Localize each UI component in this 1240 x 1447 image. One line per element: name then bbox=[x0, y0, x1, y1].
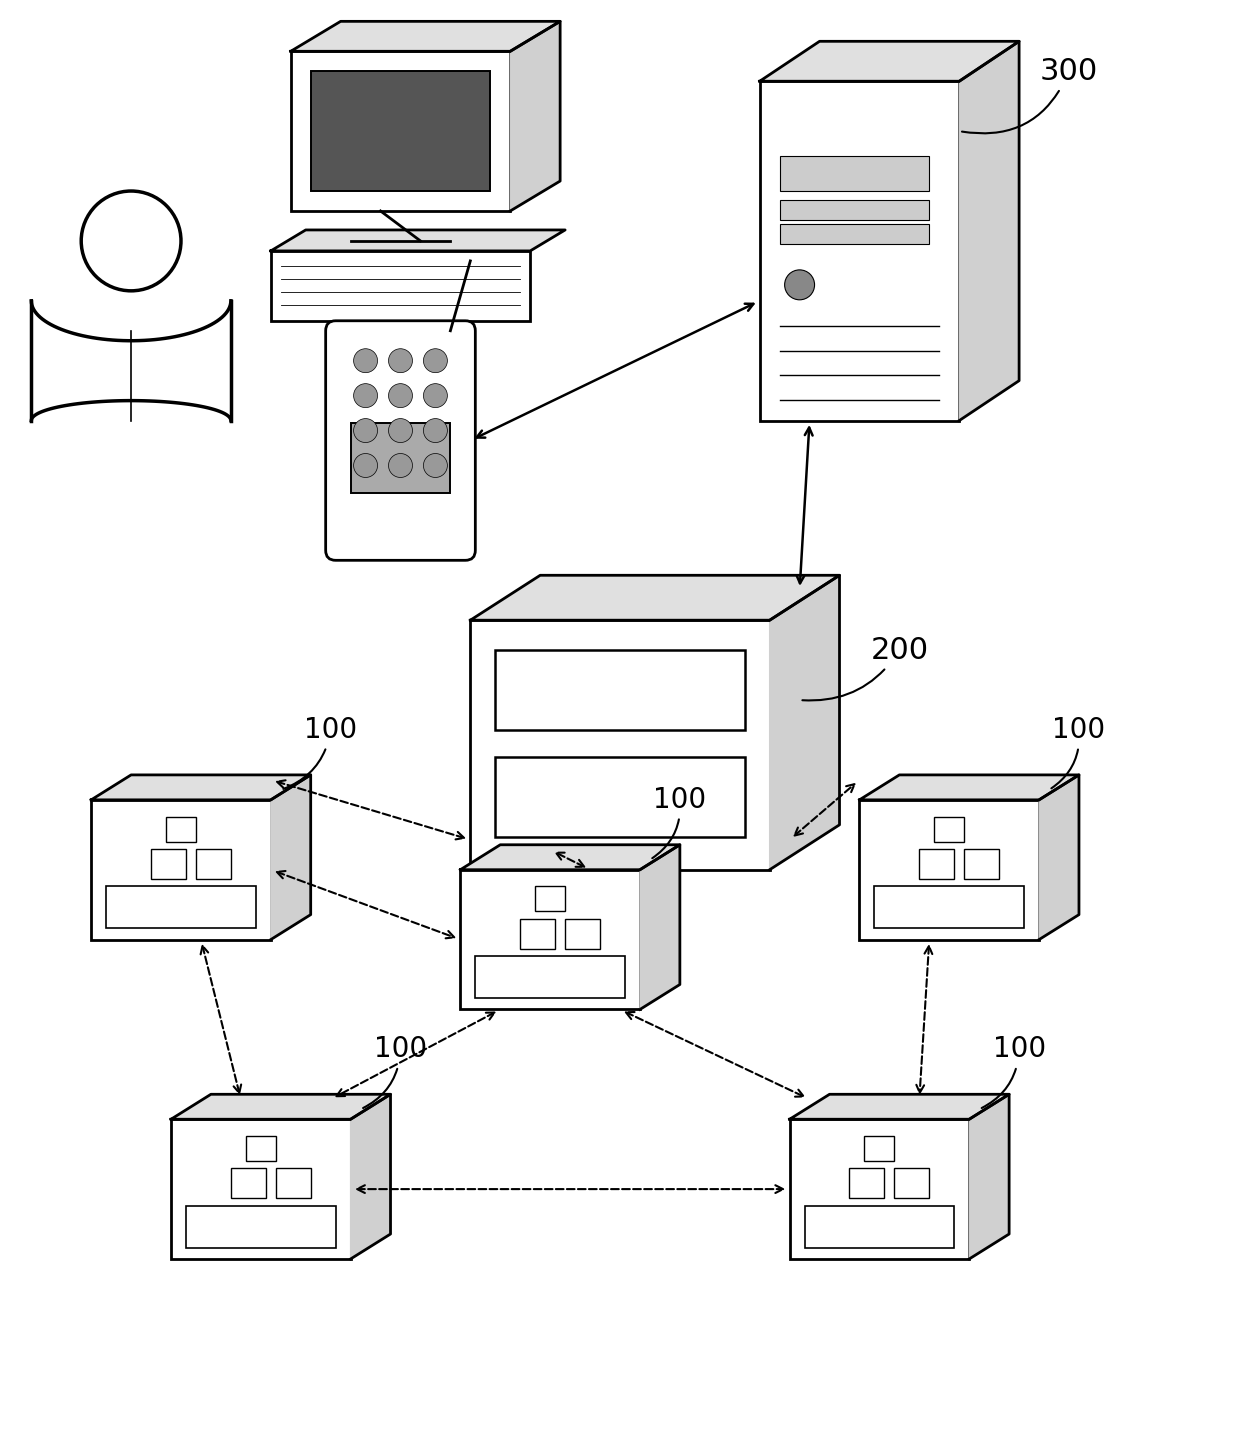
Bar bbox=[470, 621, 770, 870]
Circle shape bbox=[388, 349, 413, 373]
Bar bbox=[965, 849, 999, 878]
Bar bbox=[919, 849, 955, 878]
Circle shape bbox=[353, 383, 377, 408]
Bar bbox=[151, 849, 186, 878]
Circle shape bbox=[388, 418, 413, 443]
Text: 300: 300 bbox=[962, 56, 1099, 133]
Polygon shape bbox=[270, 776, 311, 939]
Bar bbox=[859, 800, 1039, 939]
Bar bbox=[536, 887, 565, 912]
Polygon shape bbox=[460, 845, 680, 870]
Bar bbox=[760, 81, 960, 421]
Bar bbox=[246, 1136, 275, 1160]
Polygon shape bbox=[790, 1094, 1009, 1119]
Bar bbox=[894, 1168, 929, 1198]
Polygon shape bbox=[351, 1094, 391, 1259]
Polygon shape bbox=[171, 1094, 391, 1119]
Bar bbox=[790, 1119, 970, 1259]
Polygon shape bbox=[510, 22, 560, 211]
Bar bbox=[934, 816, 965, 842]
Bar bbox=[290, 51, 510, 211]
Polygon shape bbox=[970, 1094, 1009, 1259]
Bar bbox=[521, 919, 556, 949]
Bar bbox=[495, 757, 745, 838]
Bar bbox=[460, 870, 640, 1010]
Circle shape bbox=[423, 453, 448, 478]
Bar bbox=[275, 1168, 311, 1198]
Circle shape bbox=[353, 418, 377, 443]
Bar bbox=[874, 887, 1024, 929]
Polygon shape bbox=[640, 845, 680, 1010]
Bar bbox=[166, 816, 196, 842]
Text: 100: 100 bbox=[363, 1036, 427, 1108]
Bar bbox=[780, 224, 929, 243]
FancyBboxPatch shape bbox=[326, 321, 475, 560]
Text: 100: 100 bbox=[652, 786, 707, 858]
Circle shape bbox=[423, 349, 448, 373]
Bar bbox=[495, 650, 745, 729]
Bar bbox=[196, 849, 231, 878]
Text: 200: 200 bbox=[802, 635, 929, 700]
Polygon shape bbox=[290, 22, 560, 51]
Polygon shape bbox=[92, 776, 311, 800]
Bar bbox=[107, 887, 255, 929]
Bar bbox=[475, 956, 625, 998]
Polygon shape bbox=[470, 576, 839, 621]
Bar bbox=[864, 1136, 894, 1160]
Circle shape bbox=[423, 418, 448, 443]
Bar bbox=[171, 1119, 351, 1259]
Circle shape bbox=[785, 271, 815, 300]
Bar bbox=[186, 1205, 336, 1247]
Polygon shape bbox=[270, 230, 565, 250]
Bar bbox=[231, 1168, 265, 1198]
Bar bbox=[351, 423, 450, 493]
Bar bbox=[849, 1168, 884, 1198]
Bar bbox=[805, 1205, 955, 1247]
Bar bbox=[780, 200, 929, 220]
Bar bbox=[565, 919, 600, 949]
Bar bbox=[311, 71, 490, 191]
Bar bbox=[270, 250, 531, 321]
Circle shape bbox=[423, 383, 448, 408]
Circle shape bbox=[353, 453, 377, 478]
Circle shape bbox=[388, 383, 413, 408]
Bar bbox=[92, 800, 270, 939]
Polygon shape bbox=[1039, 776, 1079, 939]
Text: 100: 100 bbox=[982, 1036, 1045, 1108]
Polygon shape bbox=[760, 42, 1019, 81]
Polygon shape bbox=[770, 576, 839, 870]
Polygon shape bbox=[859, 776, 1079, 800]
Polygon shape bbox=[960, 42, 1019, 421]
Bar bbox=[780, 156, 929, 191]
Text: 100: 100 bbox=[1052, 716, 1106, 789]
Circle shape bbox=[353, 349, 377, 373]
Text: 100: 100 bbox=[284, 716, 357, 789]
Circle shape bbox=[388, 453, 413, 478]
